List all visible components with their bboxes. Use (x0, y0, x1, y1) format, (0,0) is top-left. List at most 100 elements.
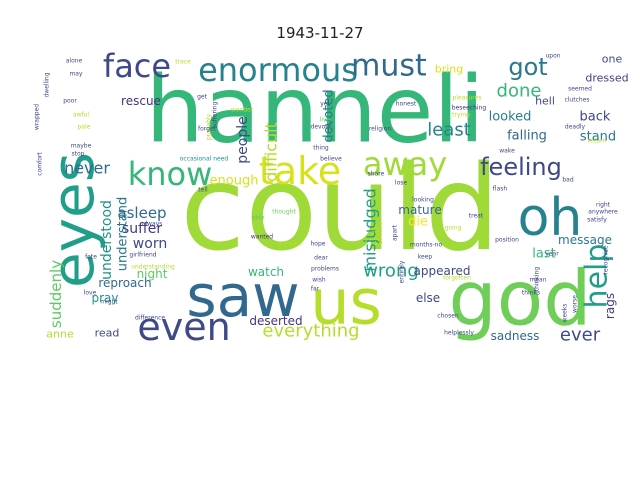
word-enormous: enormous (198, 51, 358, 89)
word-entirely: entirely (399, 260, 406, 283)
word-beseeching: beseeching (452, 105, 487, 112)
word-feeling: feeling (480, 153, 562, 181)
word-done: done (497, 81, 542, 102)
word-maybe: maybe (71, 143, 92, 150)
word-wake: wake (499, 148, 515, 155)
word-one: one (602, 53, 623, 66)
word-anne: anne (46, 328, 74, 341)
word-forget: forget (198, 126, 217, 133)
word-dwelling: dwelling (44, 72, 51, 97)
word-dressed: dressed (585, 72, 628, 85)
word-looked: looked (489, 110, 532, 125)
word-worn: worn (133, 236, 167, 252)
word-away: away (363, 145, 447, 183)
word-stand: stand (580, 130, 616, 145)
word-poor: poor (63, 98, 77, 105)
word-hanneli: hanneli (145, 57, 484, 164)
word-mature: mature (398, 203, 441, 217)
word-sadness: sadness (491, 329, 540, 343)
word-hope: hope (311, 241, 326, 248)
word-yet: yet (320, 101, 330, 108)
word-suffering: suffering (212, 102, 219, 129)
word-understand: understand (116, 197, 131, 271)
word-mean: mean (529, 277, 546, 284)
word-ever: ever (560, 325, 601, 346)
word-wanted: wanted (251, 234, 273, 241)
word-appeared: appeared (414, 264, 471, 278)
word-least: least (427, 120, 471, 141)
word-reproach: reproach (98, 276, 151, 290)
word-share: share (368, 171, 385, 178)
word-occasional-need: occasional need (180, 156, 229, 163)
word-help: help (580, 244, 615, 309)
word-recognize: recognize (603, 245, 610, 274)
word-believe: believe (320, 156, 342, 163)
word-message: message (558, 233, 612, 247)
word-deadly: deadly (565, 124, 586, 131)
word-treat: treat (469, 213, 484, 220)
word-comfort: comfort (37, 152, 44, 176)
word-year: year (545, 251, 559, 258)
word-bring: bring (435, 63, 464, 76)
word-trying: trying (452, 112, 470, 119)
word-thin: thin (371, 222, 385, 245)
word-pray: pray (91, 291, 118, 305)
word-stop: stop (72, 151, 85, 158)
word-take: take (259, 149, 341, 193)
word-helplessly: helplessly (444, 330, 474, 337)
word-able: able (252, 215, 265, 222)
word-religion: religion (369, 126, 392, 133)
word-chosen: chosen (437, 313, 459, 320)
word-keep: keep (418, 254, 433, 261)
word-asleep: asleep (117, 204, 166, 222)
word-thought: thought (272, 209, 296, 216)
word-love: love (84, 290, 97, 297)
word-flash: flash (493, 186, 508, 193)
word-wrapped: wrapped (34, 104, 41, 130)
word-enough: enough (210, 174, 259, 189)
word-night: night (137, 267, 168, 281)
word-worse: worse (572, 295, 579, 313)
word-falling: falling (507, 129, 547, 144)
word-misjudged: misjudged (361, 188, 380, 271)
word-anywhere: anywhere (588, 209, 618, 216)
word-suddenly: suddenly (47, 260, 65, 328)
word-got: got (508, 53, 547, 81)
word-understood: understood (99, 200, 115, 280)
word-oh: oh (518, 188, 583, 248)
word-know: know (128, 155, 213, 193)
word-tell: tell (198, 187, 208, 194)
word-must: must (351, 49, 427, 84)
word-may: may (69, 71, 83, 78)
word-weeks: weeks (562, 304, 569, 323)
figure-title: 1943-11-27 (276, 24, 364, 42)
word-rescue: rescue (121, 94, 161, 108)
word-difficult: difficult (262, 122, 281, 182)
word-merciful: merciful (278, 241, 303, 248)
word-going: going (445, 225, 462, 232)
word-wish: wish (312, 277, 326, 284)
word-lose: lose (395, 180, 407, 187)
word-return: return (588, 138, 607, 145)
word-deserted: deserted (249, 314, 302, 328)
word-thinks: thinks (522, 290, 540, 297)
word-watch: watch (248, 265, 284, 279)
word-right: right (596, 202, 611, 209)
word-everything: everything (262, 321, 359, 342)
word-problems: problems (311, 266, 339, 273)
word-devoted: devoted (322, 89, 337, 142)
word-bad: bad (562, 177, 573, 184)
word-thinking: thinking (534, 267, 541, 292)
word-wonder: wonder (231, 107, 254, 114)
word-honest: honest (396, 101, 417, 108)
word-hell: hell (535, 95, 555, 108)
word-get: get (197, 94, 208, 101)
word-face: face (103, 47, 171, 85)
word-upon: upon (545, 53, 560, 60)
word-dear: dear (314, 255, 328, 262)
word-else: else (416, 291, 440, 305)
word-rags: rags (603, 293, 617, 319)
word-read: read (95, 327, 120, 340)
word-never: never (64, 159, 110, 178)
